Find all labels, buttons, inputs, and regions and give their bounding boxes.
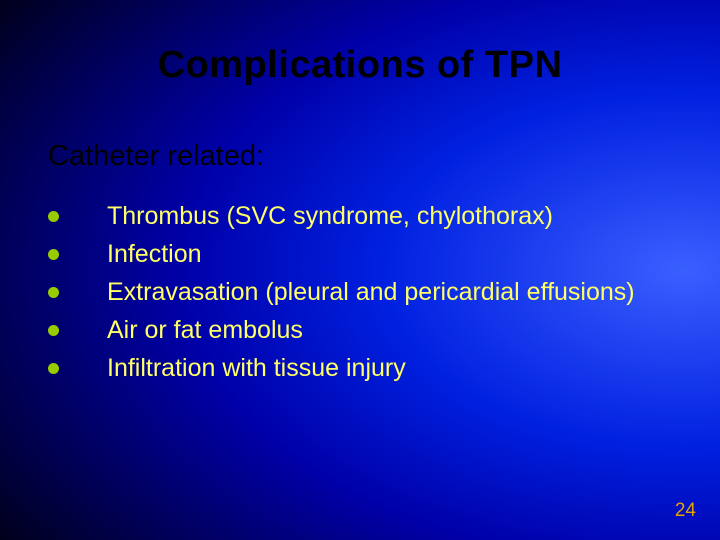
bullet-dot-icon bbox=[48, 211, 59, 222]
bullet-text: Infection bbox=[107, 238, 202, 270]
bullet-list: Thrombus (SVC syndrome, chylothorax) Inf… bbox=[48, 200, 680, 390]
slide: Complications of TPN Catheter related: T… bbox=[0, 0, 720, 540]
bullet-text: Infiltration with tissue injury bbox=[107, 352, 406, 384]
bullet-dot-icon bbox=[48, 363, 59, 374]
page-number: 24 bbox=[675, 500, 696, 522]
bullet-dot-icon bbox=[48, 287, 59, 298]
list-item: Air or fat embolus bbox=[48, 314, 680, 346]
bullet-dot-icon bbox=[48, 249, 59, 260]
slide-subtitle: Catheter related: bbox=[48, 140, 264, 173]
list-item: Extravasation (pleural and pericardial e… bbox=[48, 276, 680, 308]
list-item: Infection bbox=[48, 238, 680, 270]
bullet-text: Extravasation (pleural and pericardial e… bbox=[107, 276, 635, 308]
bullet-dot-icon bbox=[48, 325, 59, 336]
list-item: Thrombus (SVC syndrome, chylothorax) bbox=[48, 200, 680, 232]
bullet-text: Air or fat embolus bbox=[107, 314, 303, 346]
slide-title: Complications of TPN bbox=[0, 44, 720, 87]
list-item: Infiltration with tissue injury bbox=[48, 352, 680, 384]
bullet-text: Thrombus (SVC syndrome, chylothorax) bbox=[107, 200, 553, 232]
